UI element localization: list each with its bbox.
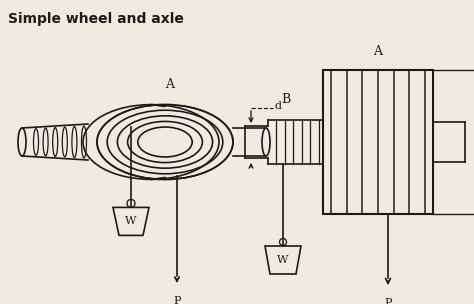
Ellipse shape: [83, 105, 219, 179]
Text: B: B: [282, 93, 291, 106]
Text: P: P: [173, 296, 181, 304]
Text: W: W: [277, 255, 289, 265]
Text: Simple wheel and axle: Simple wheel and axle: [8, 12, 184, 26]
Text: W: W: [125, 216, 137, 226]
Text: P: P: [384, 298, 392, 304]
Ellipse shape: [262, 128, 270, 156]
Ellipse shape: [18, 128, 26, 156]
Bar: [323, 70, 433, 214]
Text: A: A: [374, 45, 383, 58]
Text: d: d: [275, 101, 282, 111]
Text: A: A: [165, 78, 174, 91]
